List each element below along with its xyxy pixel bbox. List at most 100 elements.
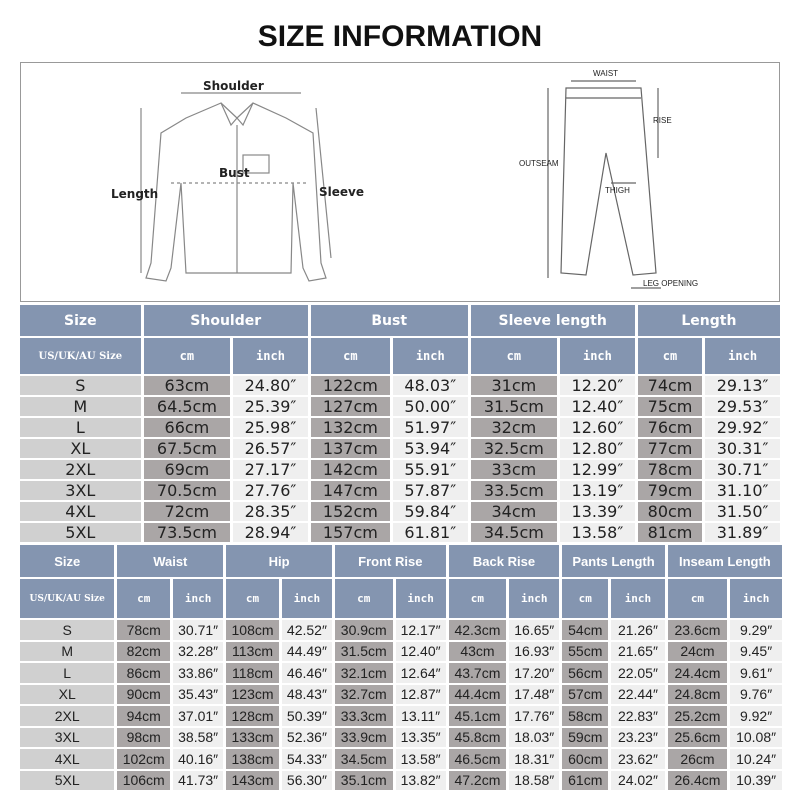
inch-cell: 28.94″	[233, 523, 308, 542]
size-cell: S	[20, 620, 115, 640]
cm-cell: 24cm	[667, 641, 728, 661]
unit-cm-header: cm	[448, 579, 507, 618]
cm-cell: 31.5cm	[334, 641, 393, 661]
cm-cell: 70.5cm	[143, 481, 231, 500]
table-row: S 63cm 24.80″ 122cm 48.03″ 31cm 12.20″ 74cm 29.1…	[20, 376, 780, 395]
size-cell: XL	[20, 439, 141, 458]
cm-cell: 60cm	[562, 749, 609, 769]
table-row: L 66cm 25.98″ 132cm 51.97″ 32cm 12.60″ 76cm 29.9…	[20, 418, 780, 437]
inch-cell: 59.84″	[392, 502, 468, 521]
inch-cell: 21.26″	[611, 620, 665, 640]
cm-cell: 24.4cm	[667, 663, 728, 683]
cm-cell: 33.3cm	[334, 706, 393, 726]
cm-cell: 47.2cm	[448, 770, 507, 790]
group-header: Bust	[310, 305, 468, 336]
inch-cell: 12.17″	[395, 620, 446, 640]
inch-cell: 12.20″	[560, 376, 635, 395]
table-row: L 86cm 33.86″ 118cm 46.46″ 32.1cm 12.64″ 43.7cm…	[20, 663, 782, 683]
cm-cell: 26cm	[667, 749, 728, 769]
inch-cell: 22.44″	[611, 684, 665, 704]
unit-cm-header: cm	[310, 338, 390, 374]
cm-cell: 31.5cm	[470, 397, 558, 416]
size-header: Size	[20, 305, 141, 336]
inch-cell: 13.19″	[560, 481, 635, 500]
unit-inch-header: inch	[560, 338, 635, 374]
group-header-row: Size Shoulder Bust Sleeve length Length	[20, 305, 780, 336]
cm-cell: 133cm	[226, 727, 279, 747]
inch-cell: 40.16″	[173, 749, 224, 769]
unit-cm-header: cm	[226, 579, 279, 618]
leg-opening-label: LEG OPENING	[643, 279, 698, 288]
unit-inch-header: inch	[705, 338, 780, 374]
inch-cell: 10.24″	[730, 749, 782, 769]
inch-cell: 12.99″	[560, 460, 635, 479]
size-cell: 4XL	[20, 749, 115, 769]
cm-cell: 76cm	[637, 418, 703, 437]
group-header: Front Rise	[334, 545, 446, 577]
cm-cell: 34.5cm	[470, 523, 558, 542]
table-row: 4XL 102cm 40.16″ 138cm 54.33″ 34.5cm 13.58″ 46.…	[20, 749, 782, 769]
inch-cell: 16.93″	[509, 641, 560, 661]
cm-cell: 81cm	[637, 523, 703, 542]
inch-cell: 54.33″	[281, 749, 332, 769]
group-header: Pants Length	[562, 545, 665, 577]
inch-cell: 51.97″	[392, 418, 468, 437]
cm-cell: 35.1cm	[334, 770, 393, 790]
inch-cell: 37.01″	[173, 706, 224, 726]
inch-cell: 9.61″	[730, 663, 782, 683]
cm-cell: 78cm	[637, 460, 703, 479]
unit-inch-header: inch	[281, 579, 332, 618]
inch-cell: 30.71″	[705, 460, 780, 479]
group-header: Sleeve length	[470, 305, 635, 336]
unit-inch-header: inch	[611, 579, 665, 618]
inch-cell: 22.83″	[611, 706, 665, 726]
cm-cell: 26.4cm	[667, 770, 728, 790]
cm-cell: 58cm	[562, 706, 609, 726]
cm-cell: 57cm	[562, 684, 609, 704]
table-row: 3XL 70.5cm 27.76″ 147cm 57.87″ 33.5cm 13.19″ 79…	[20, 481, 780, 500]
unit-cm-header: cm	[667, 579, 728, 618]
cm-cell: 73.5cm	[143, 523, 231, 542]
group-header: Length	[637, 305, 780, 336]
group-header: Waist	[117, 545, 224, 577]
inch-cell: 18.58″	[509, 770, 560, 790]
bottom-size-table: Size Waist Hip Front Rise Back Rise Pants Len…	[17, 543, 785, 792]
size-cell: L	[20, 663, 115, 683]
inch-cell: 13.58″	[560, 523, 635, 542]
inch-cell: 18.03″	[509, 727, 560, 747]
cm-cell: 32cm	[470, 418, 558, 437]
inch-cell: 32.28″	[173, 641, 224, 661]
inch-cell: 48.03″	[392, 376, 468, 395]
cm-cell: 67.5cm	[143, 439, 231, 458]
cm-cell: 132cm	[310, 418, 390, 437]
cm-cell: 30.9cm	[334, 620, 393, 640]
cm-cell: 63cm	[143, 376, 231, 395]
group-header: Back Rise	[448, 545, 560, 577]
unit-cm-header: cm	[334, 579, 393, 618]
table-row: M 82cm 32.28″ 113cm 44.49″ 31.5cm 12.40″ 43cm 16…	[20, 641, 782, 661]
inch-cell: 12.64″	[395, 663, 446, 683]
inch-cell: 31.50″	[705, 502, 780, 521]
table-row: 2XL 69cm 27.17″ 142cm 55.91″ 33cm 12.99″ 78cm 30…	[20, 460, 780, 479]
cm-cell: 64.5cm	[143, 397, 231, 416]
inch-cell: 29.92″	[705, 418, 780, 437]
group-header: Inseam Length	[667, 545, 782, 577]
cm-cell: 55cm	[562, 641, 609, 661]
length-label: Length	[111, 187, 158, 201]
thigh-label: THIGH	[605, 186, 630, 195]
inch-cell: 31.10″	[705, 481, 780, 500]
inch-cell: 35.43″	[173, 684, 224, 704]
cm-cell: 34cm	[470, 502, 558, 521]
size-cell: 3XL	[20, 727, 115, 747]
cm-cell: 61cm	[562, 770, 609, 790]
inch-cell: 13.58″	[395, 749, 446, 769]
cm-cell: 72cm	[143, 502, 231, 521]
cm-cell: 106cm	[117, 770, 171, 790]
cm-cell: 23.6cm	[667, 620, 728, 640]
top-size-table: Size Shoulder Bust Sleeve length Length US/UK…	[17, 303, 783, 544]
inch-cell: 28.35″	[233, 502, 308, 521]
cm-cell: 31cm	[470, 376, 558, 395]
table-row: 5XL 73.5cm 28.94″ 157cm 61.81″ 34.5cm 13.58″ 81…	[20, 523, 780, 542]
cm-cell: 59cm	[562, 727, 609, 747]
inch-cell: 13.35″	[395, 727, 446, 747]
